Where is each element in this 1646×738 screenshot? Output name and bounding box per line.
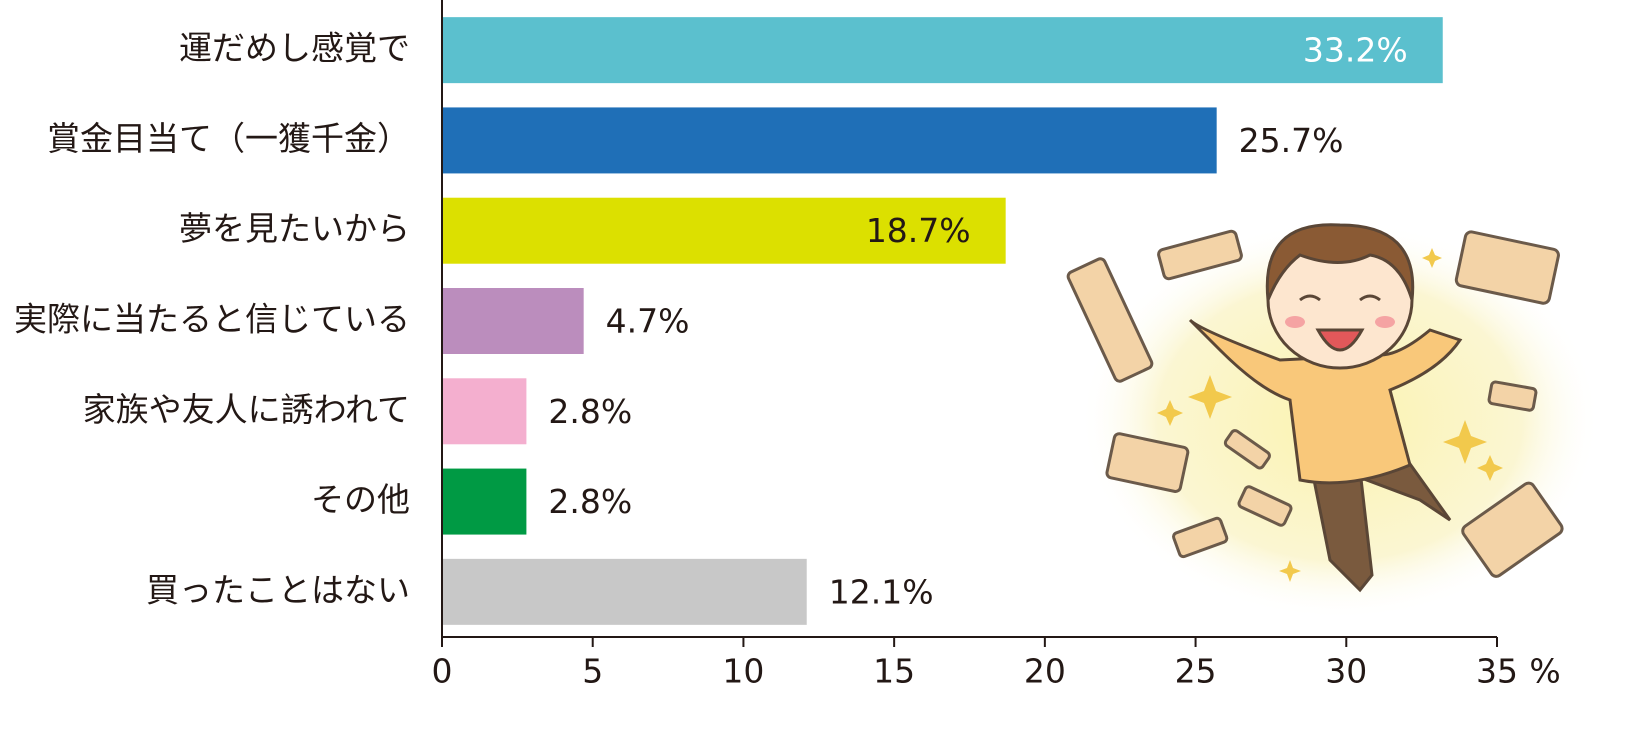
x-unit: % (1529, 652, 1560, 691)
x-tick-label: 25 (1175, 652, 1217, 691)
category-label: 運だめし感覚で (179, 29, 410, 68)
value-label: 25.7% (1239, 121, 1344, 160)
category-label: 賞金目当て（一獲千金） (47, 119, 410, 158)
category-label: 家族や友人に誘われて (83, 390, 410, 429)
category-label: 実際に当たると信じている (14, 300, 410, 339)
x-tick-label: 0 (432, 652, 453, 691)
x-tick-label: 35 (1476, 652, 1518, 691)
category-label: その他 (311, 480, 410, 519)
value-label: 12.1% (829, 572, 934, 611)
bar (442, 378, 527, 445)
x-tick-label: 5 (582, 652, 603, 691)
illustration (1066, 220, 1600, 620)
bar (442, 197, 1006, 264)
category-label: 夢を見たいから (179, 209, 410, 248)
value-label: 33.2% (1303, 31, 1408, 70)
bar (442, 468, 527, 535)
bar (442, 107, 1217, 174)
value-label: 2.8% (548, 392, 632, 431)
value-label: 18.7% (866, 211, 971, 250)
bar (442, 17, 1443, 84)
x-tick-label: 15 (873, 652, 915, 691)
bar (442, 558, 807, 625)
value-label: 2.8% (548, 482, 632, 521)
category-label: 買ったことはない (146, 570, 410, 609)
bar (442, 288, 584, 354)
x-tick-label: 30 (1325, 652, 1367, 691)
x-tick-label: 20 (1024, 652, 1066, 691)
value-label: 4.7% (606, 302, 690, 341)
x-tick-label: 10 (722, 652, 764, 691)
